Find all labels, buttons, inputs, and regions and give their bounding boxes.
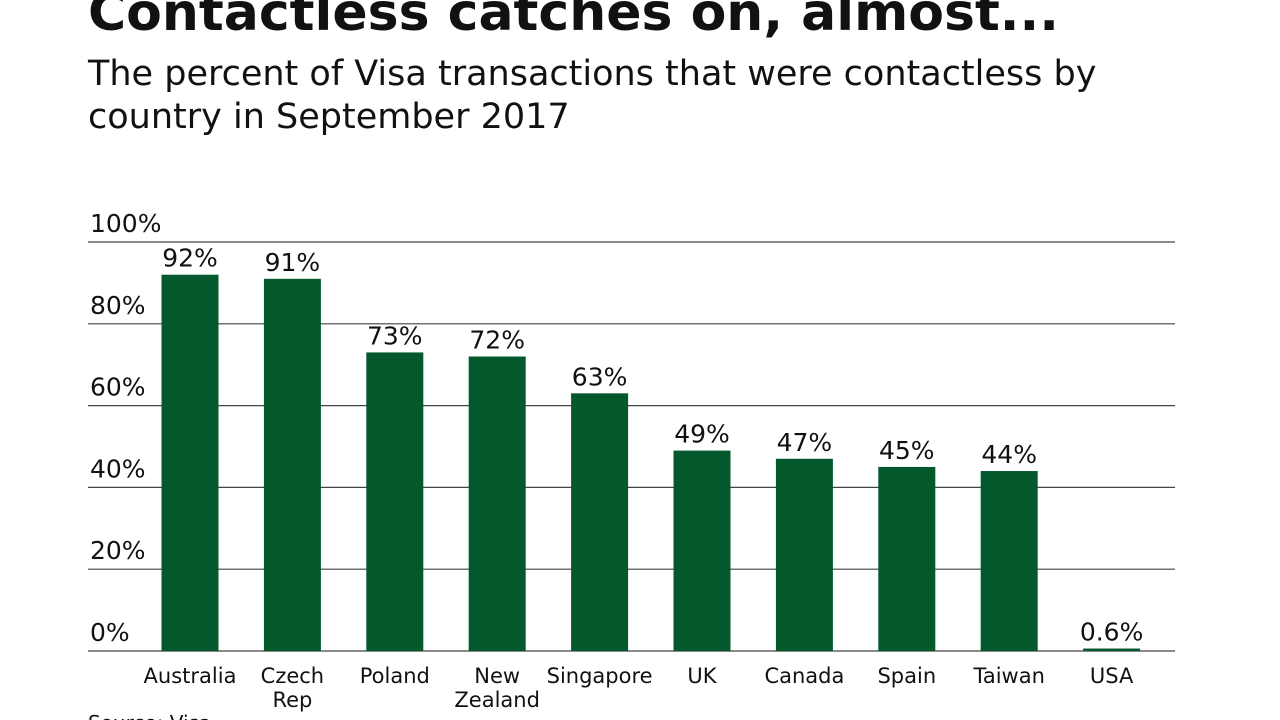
- bar: [1083, 648, 1141, 651]
- y-tick-label: 80%: [90, 291, 146, 320]
- x-tick-label: Singapore: [547, 664, 653, 688]
- chart-subtitle: The percent of Visa transactions that we…: [87, 54, 1096, 94]
- y-tick-label: 0%: [90, 618, 130, 647]
- bar: [673, 450, 731, 651]
- chart-subtitle: country in September 2017: [88, 97, 570, 137]
- bar: [468, 356, 526, 651]
- data-label: 0.6%: [1080, 618, 1144, 647]
- data-label: 44%: [981, 440, 1037, 469]
- x-tick-label: Poland: [360, 664, 430, 688]
- y-tick-label: 20%: [90, 536, 146, 565]
- bar: [775, 458, 833, 651]
- data-label: 92%: [162, 244, 218, 273]
- bar: [263, 278, 321, 651]
- x-tick-label: Czech Rep: [261, 664, 324, 712]
- data-label: 45%: [879, 436, 935, 465]
- x-tick-label: New Zealand: [454, 664, 540, 712]
- data-label: 47%: [777, 428, 833, 457]
- data-label: 63%: [572, 362, 628, 391]
- x-tick-label: Spain: [877, 664, 936, 688]
- bar: [980, 471, 1038, 651]
- data-label: 91%: [265, 248, 321, 277]
- y-tick-label: 60%: [90, 373, 146, 402]
- bar: [161, 274, 219, 651]
- y-tick-label: 100%: [90, 209, 161, 238]
- bar: [366, 352, 424, 651]
- source-note: Source: Visa: [88, 711, 211, 720]
- chart-title: Contactless catches on, almost...: [88, 0, 1059, 43]
- bar: [878, 466, 936, 651]
- bar: [571, 393, 629, 651]
- data-label: 49%: [674, 420, 730, 449]
- data-label: 72%: [469, 326, 525, 355]
- x-tick-label: Taiwan: [972, 664, 1044, 688]
- x-tick-label: UK: [687, 664, 717, 688]
- data-label: 73%: [367, 321, 423, 350]
- x-tick-label: Canada: [764, 664, 844, 688]
- x-tick-label: Australia: [144, 664, 237, 688]
- x-tick-label: USA: [1090, 664, 1134, 688]
- y-tick-label: 40%: [90, 454, 146, 483]
